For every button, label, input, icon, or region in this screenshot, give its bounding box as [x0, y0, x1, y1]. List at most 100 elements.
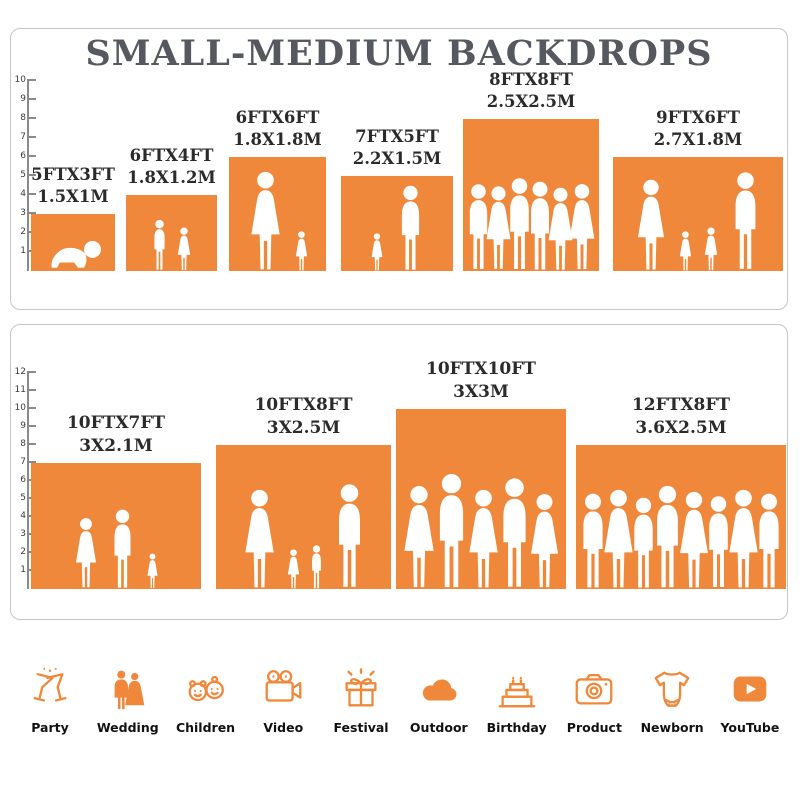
backdrop-rect-8x8 — [463, 119, 599, 271]
size-m: 2.5X2.5M — [486, 92, 576, 112]
ruler-tick: 7 — [20, 132, 36, 142]
backdrop-rect-12x8 — [576, 445, 786, 589]
backdrop-label-7x5: 7FTX5FT 2.2X1.5M — [331, 126, 463, 170]
backdrop-rect-7x5 — [341, 176, 453, 271]
size-m: 1.8X1.2M — [127, 168, 216, 188]
ruler-tick: 6 — [20, 151, 36, 161]
size-ft: 6FTX4FT — [129, 146, 214, 166]
size-ft: 6FTX6FT — [235, 108, 320, 128]
backdrop-label-8x8: 8FTX8FT 2.5X2.5M — [453, 69, 609, 113]
ruler-tick: 11 — [15, 385, 36, 395]
size-ft: 9FTX6FT — [656, 108, 740, 128]
children-icon — [183, 658, 229, 712]
ruler-tick: 7 — [20, 457, 36, 467]
ruler-top: 10 9 8 7 6 5 4 3 2 1 — [15, 75, 37, 271]
boy-silhouette — [309, 545, 324, 589]
size-ft: 5FTX3FT — [31, 165, 115, 185]
woman-silhouette — [566, 183, 598, 271]
girl-silhouette — [678, 231, 693, 271]
category-children: Children — [168, 658, 244, 735]
man-silhouette — [753, 493, 785, 589]
ruler-tick: 8 — [20, 113, 36, 123]
girl-silhouette — [176, 227, 192, 271]
girl-silhouette — [370, 233, 384, 271]
backdrop-label-9x6: 9FTX6FT 2.7X1.8M — [603, 107, 793, 151]
category-label: Outdoor — [409, 720, 468, 735]
category-youtube: YouTube — [712, 658, 788, 735]
girl-silhouette — [703, 227, 719, 271]
backdrop-rect-10x8 — [216, 445, 391, 589]
ruler-tick: 5 — [20, 170, 36, 180]
girl-silhouette — [286, 549, 301, 589]
backdrop-label-10x10: 10FTX10FT 3X3M — [386, 358, 576, 403]
page-title: SMALL-MEDIUM BACKDROPS — [85, 33, 713, 74]
category-label: Festival — [333, 720, 389, 735]
category-wedding: Wedding — [90, 658, 166, 735]
size-ft: 10FTX7FT — [66, 413, 166, 434]
category-video: Video — [245, 658, 321, 735]
backdrop-rect-9x6 — [613, 157, 783, 271]
categories-row: Party Wedding — [12, 658, 788, 735]
woman-silhouette — [241, 489, 278, 589]
girl-silhouette — [294, 231, 309, 271]
backdrop-rect-10x7 — [31, 463, 201, 589]
man-silhouette — [332, 483, 367, 589]
category-label: Video — [263, 720, 304, 735]
woman-silhouette — [634, 179, 668, 271]
backdrop-rect-6x4 — [126, 195, 217, 271]
newborn-icon — [649, 658, 695, 712]
ruler-tick: 9 — [20, 421, 36, 431]
backdrop-label-5x3: 5FTX3FT 1.5X1M — [21, 164, 125, 208]
party-icon — [27, 658, 73, 712]
category-label: Party — [31, 720, 69, 735]
birthday-icon — [494, 658, 540, 712]
product-icon — [571, 658, 617, 712]
backdrop-rect-5x3 — [31, 214, 115, 271]
video-icon — [260, 658, 306, 712]
backdrop-label-12x8: 12FTX8FT 3.6X2.5M — [566, 394, 796, 439]
bottom-panel: 12 11 10 9 8 7 6 5 4 3 2 1 10FTX7FT 3X2.1M 10FTX8FT… — [10, 324, 788, 620]
size-m: 3X2.1M — [79, 435, 153, 456]
size-m: 2.7X1.8M — [653, 130, 743, 150]
size-m: 3X3M — [453, 381, 509, 402]
woman-silhouette — [527, 493, 562, 589]
size-ft: 8FTX8FT — [489, 70, 573, 90]
ruler-tick: 3 — [20, 208, 36, 218]
size-ft: 10FTX8FT — [254, 395, 353, 416]
category-birthday: Birthday — [479, 658, 555, 735]
category-product: Product — [556, 658, 632, 735]
size-ft: 12FTX8FT — [631, 395, 731, 416]
category-newborn: Newborn — [634, 658, 710, 735]
ruler-tick: 4 — [20, 189, 36, 199]
size-ft: 7FTX5FT — [355, 127, 439, 147]
category-label: Product — [566, 720, 622, 735]
backdrop-label-10x8: 10FTX8FT 3X2.5M — [206, 394, 401, 439]
top-panel: SMALL-MEDIUM BACKDROPS 10 9 8 7 6 5 4 3 2 1 5FTX3… — [10, 28, 788, 310]
boy-silhouette — [151, 219, 168, 271]
backdrop-label-10x7: 10FTX7FT 3X2.1M — [21, 412, 211, 457]
festival-icon — [338, 658, 384, 712]
category-outdoor: Outdoor — [401, 658, 477, 735]
girl-silhouette — [146, 553, 159, 589]
wedding-icon — [105, 658, 151, 712]
ruler-tick: 12 — [15, 367, 36, 377]
backdrop-label-6x4: 6FTX4FT 1.8X1.2M — [116, 145, 227, 189]
size-m: 1.8X1.8M — [233, 130, 322, 150]
ruler-tick: 10 — [15, 75, 36, 85]
man-silhouette — [109, 509, 136, 589]
backdrop-rect-10x10 — [396, 409, 566, 589]
baby-silhouette — [44, 237, 103, 271]
category-label: Birthday — [486, 720, 547, 735]
man-silhouette — [396, 185, 425, 271]
category-label: Children — [175, 720, 236, 735]
youtube-icon — [727, 658, 773, 712]
outdoor-icon — [416, 658, 462, 712]
size-m: 3.6X2.5M — [635, 417, 727, 438]
category-party: Party — [12, 658, 88, 735]
ruler-tick: 8 — [20, 439, 36, 449]
backdrop-label-6x6: 6FTX6FT 1.8X1.8M — [219, 107, 336, 151]
ruler-tick: 10 — [15, 403, 36, 413]
woman-silhouette — [73, 517, 99, 589]
category-label: YouTube — [720, 720, 780, 735]
size-m: 3X2.5M — [266, 417, 341, 438]
